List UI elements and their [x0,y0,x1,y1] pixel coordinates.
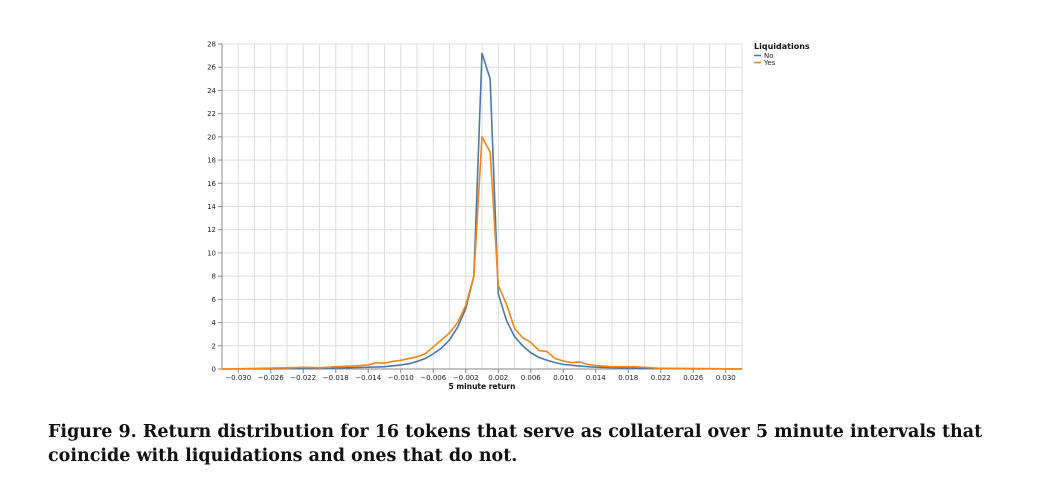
series-layer [221,52,743,370]
x-tick-label: 0.006 [521,374,542,382]
y-tick-label: 26 [207,64,216,72]
y-tick-label: 6 [212,296,217,304]
y-tick-label: 14 [207,203,216,211]
x-tick-label: −0.010 [388,374,414,382]
y-tick-label: 12 [207,226,216,234]
x-tick-label: 0.026 [683,374,704,382]
x-tick-label: −0.026 [258,374,284,382]
series-line-no [221,52,743,370]
y-tick-label: 22 [207,110,216,118]
legend-label-yes: Yes [763,59,776,67]
y-tick-label: 2 [212,342,216,350]
legend-label-no: No [764,52,774,60]
y-tick-label: 8 [212,273,216,281]
figure-caption: Figure 9. Return distribution for 16 tok… [48,422,983,466]
x-tick-label: −0.002 [453,374,479,382]
y-tick-label: 16 [207,180,216,188]
y-tick-label: 10 [207,249,216,257]
legend-title: Liquidations [754,42,810,51]
y-tick-label: 20 [207,133,216,141]
x-tick-label: 0.030 [716,374,736,382]
x-tick-label: −0.022 [290,374,316,382]
x-tick-label: 0.014 [586,374,607,382]
y-tick-label: 24 [207,87,216,95]
x-tick-label: 0.018 [618,374,638,382]
x-tick-label: −0.030 [225,374,251,382]
series-line-yes [221,136,743,370]
y-tick-label: 28 [207,41,216,49]
y-tick-label: 0 [212,366,216,374]
x-tick-label: 0.010 [553,374,573,382]
x-tick-label: −0.018 [323,374,349,382]
x-axis-title: 5 minute return [449,382,516,391]
x-tick-label: −0.014 [355,374,381,382]
y-tick-label: 4 [212,319,217,327]
x-tick-label: 0.002 [488,374,508,382]
x-tick-label: 0.022 [651,374,671,382]
x-tick-label: −0.006 [420,374,446,382]
grid [221,43,743,370]
y-tick-label: 18 [207,157,216,165]
